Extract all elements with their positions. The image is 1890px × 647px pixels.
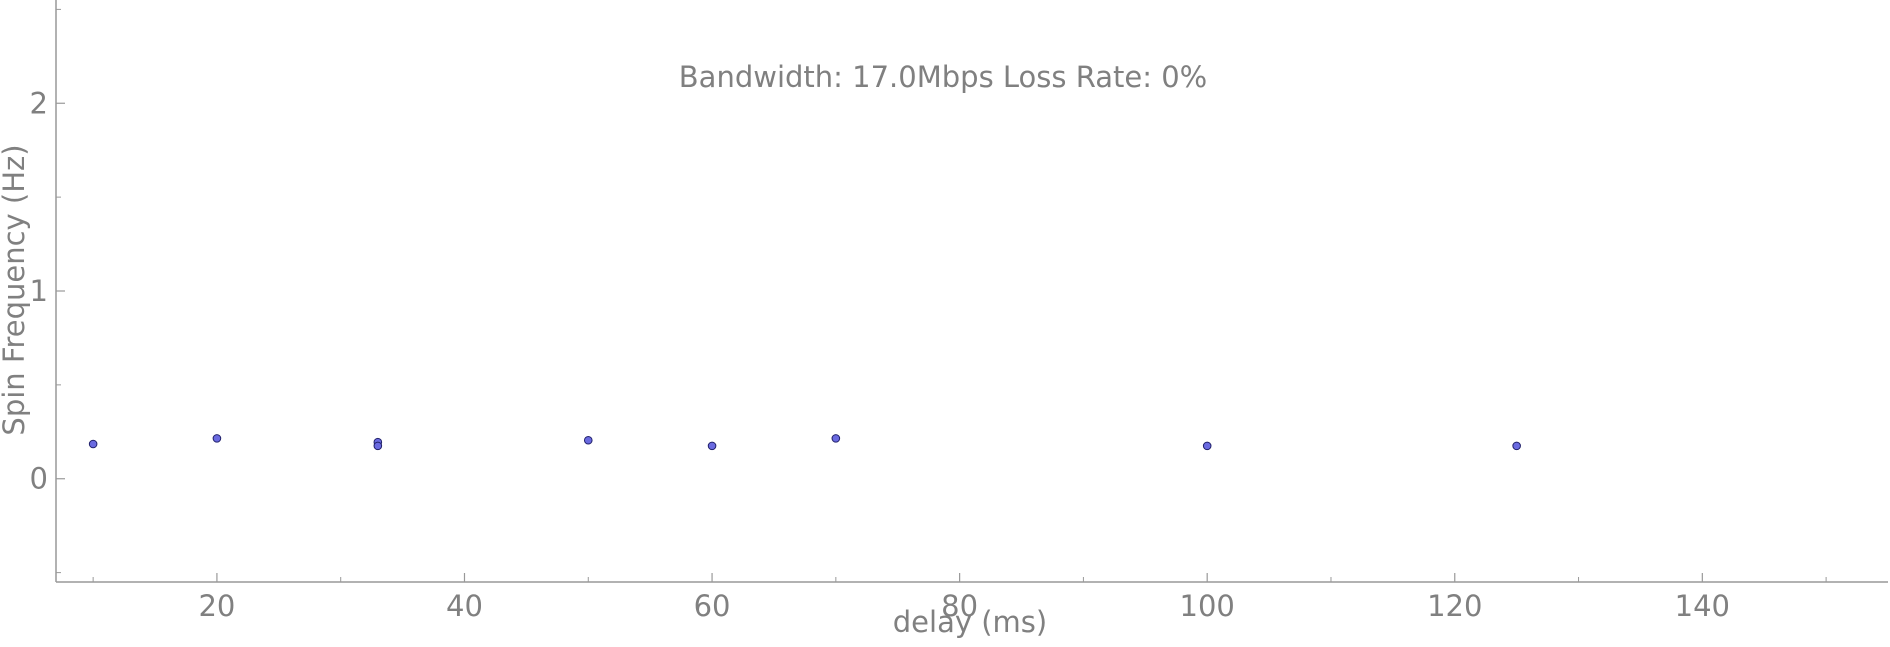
data-point xyxy=(1202,441,1212,451)
x-tick-label: 120 xyxy=(1427,589,1482,623)
data-point xyxy=(583,435,593,445)
ticks: 20 40 60 80 100 120 140 0 1 2 xyxy=(30,8,1827,623)
data-point xyxy=(707,441,717,451)
y-tick-label: 2 xyxy=(30,86,48,120)
data-point xyxy=(373,441,383,451)
x-axis-label: delay (ms) xyxy=(893,605,1047,639)
y-tick-label: 1 xyxy=(30,274,48,308)
y-axis-label: Spin Frequency (Hz) xyxy=(0,144,31,435)
data-point xyxy=(1512,441,1521,451)
y-tick-label: 0 xyxy=(30,462,48,496)
data-point xyxy=(831,434,841,443)
chart-title: Bandwidth: 17.0Mbps Loss Rate: 0% xyxy=(679,60,1207,94)
x-tick-label: 140 xyxy=(1675,589,1730,623)
data-point xyxy=(88,439,98,449)
x-tick-label: 40 xyxy=(446,589,483,623)
data-points xyxy=(88,434,1521,451)
x-tick-label: 100 xyxy=(1180,589,1235,623)
x-tick-label: 20 xyxy=(198,589,235,623)
x-tick-label: 60 xyxy=(694,589,731,623)
data-point xyxy=(212,434,222,443)
x-tick-label: 80 xyxy=(941,589,978,623)
